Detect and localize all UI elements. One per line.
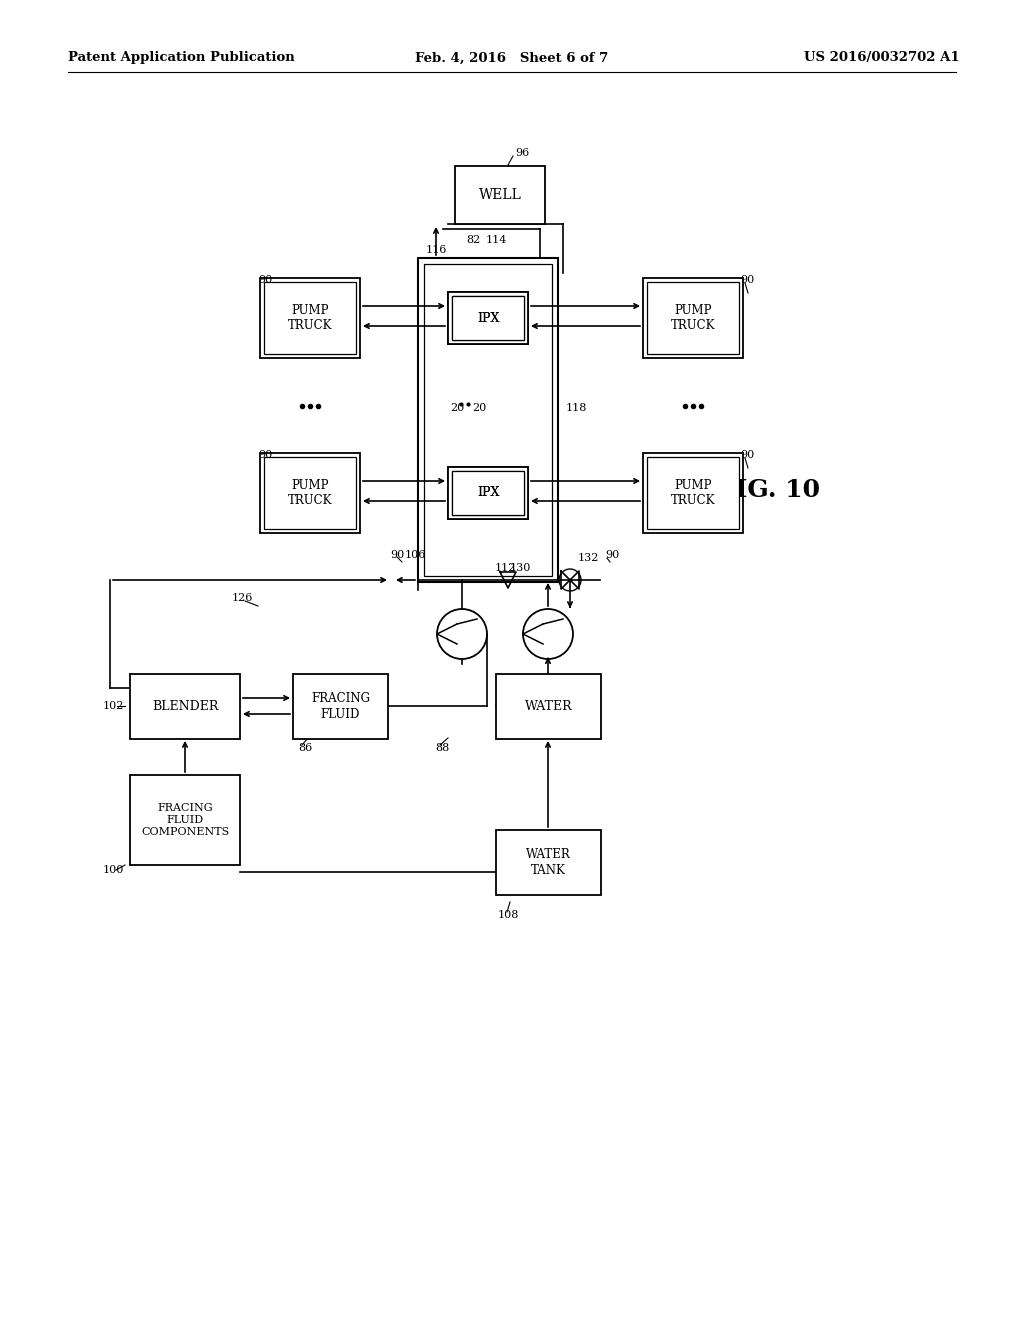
- Text: 132: 132: [578, 553, 599, 564]
- Bar: [452, 471, 524, 515]
- Bar: [264, 282, 356, 354]
- Text: BLENDER: BLENDER: [152, 700, 218, 713]
- Text: WATER
TANK: WATER TANK: [526, 849, 570, 876]
- Text: 100: 100: [103, 865, 124, 875]
- Bar: [452, 296, 524, 341]
- Text: 86: 86: [298, 743, 312, 752]
- Bar: [130, 775, 240, 865]
- Bar: [647, 282, 739, 354]
- Bar: [260, 279, 360, 358]
- Text: IPX: IPX: [477, 487, 499, 499]
- Text: 96: 96: [515, 148, 529, 158]
- Bar: [260, 453, 360, 533]
- Text: 116: 116: [426, 246, 447, 255]
- Text: 20: 20: [472, 403, 486, 413]
- Text: FRACING
FLUID: FRACING FLUID: [311, 693, 370, 721]
- Bar: [424, 264, 552, 576]
- Text: 90: 90: [258, 450, 272, 459]
- Bar: [418, 257, 558, 582]
- Text: 112: 112: [495, 564, 516, 573]
- Text: 90: 90: [390, 550, 404, 560]
- Bar: [452, 471, 524, 515]
- Bar: [452, 296, 524, 341]
- Text: IPX: IPX: [477, 312, 499, 325]
- Text: 90: 90: [740, 450, 755, 459]
- Bar: [130, 675, 240, 739]
- Bar: [647, 457, 739, 529]
- Text: 118: 118: [566, 403, 588, 413]
- Text: 106: 106: [406, 550, 426, 560]
- Text: Patent Application Publication: Patent Application Publication: [68, 51, 295, 65]
- Text: PUMP
TRUCK: PUMP TRUCK: [288, 304, 332, 333]
- Text: 114: 114: [486, 235, 507, 246]
- Text: Feb. 4, 2016   Sheet 6 of 7: Feb. 4, 2016 Sheet 6 of 7: [416, 51, 608, 65]
- Text: FIG. 10: FIG. 10: [718, 478, 820, 502]
- Text: 88: 88: [435, 743, 450, 752]
- Text: PUMP
TRUCK: PUMP TRUCK: [671, 479, 715, 507]
- Text: PUMP
TRUCK: PUMP TRUCK: [671, 304, 715, 333]
- Text: 102: 102: [103, 701, 124, 711]
- Bar: [264, 457, 356, 529]
- Bar: [449, 467, 528, 519]
- Text: IPX: IPX: [477, 312, 499, 325]
- Text: PUMP
TRUCK: PUMP TRUCK: [288, 479, 332, 507]
- Bar: [449, 292, 528, 345]
- Text: 90: 90: [258, 275, 272, 285]
- Bar: [455, 166, 545, 224]
- Text: 82: 82: [466, 235, 480, 246]
- Text: 20: 20: [450, 403, 464, 413]
- Bar: [449, 292, 528, 345]
- Bar: [643, 453, 743, 533]
- Text: 90: 90: [605, 550, 620, 560]
- Bar: [643, 279, 743, 358]
- Text: 90: 90: [740, 275, 755, 285]
- Text: 126: 126: [232, 593, 253, 603]
- Text: WATER: WATER: [524, 700, 572, 713]
- Text: 130: 130: [510, 564, 531, 573]
- Bar: [496, 675, 601, 739]
- Bar: [293, 675, 388, 739]
- Text: 108: 108: [498, 909, 519, 920]
- Text: WELL: WELL: [478, 187, 521, 202]
- Text: IPX: IPX: [477, 487, 499, 499]
- Bar: [449, 467, 528, 519]
- Text: US 2016/0032702 A1: US 2016/0032702 A1: [805, 51, 961, 65]
- Text: FRACING
FLUID
COMPONENTS: FRACING FLUID COMPONENTS: [141, 804, 229, 837]
- Bar: [496, 830, 601, 895]
